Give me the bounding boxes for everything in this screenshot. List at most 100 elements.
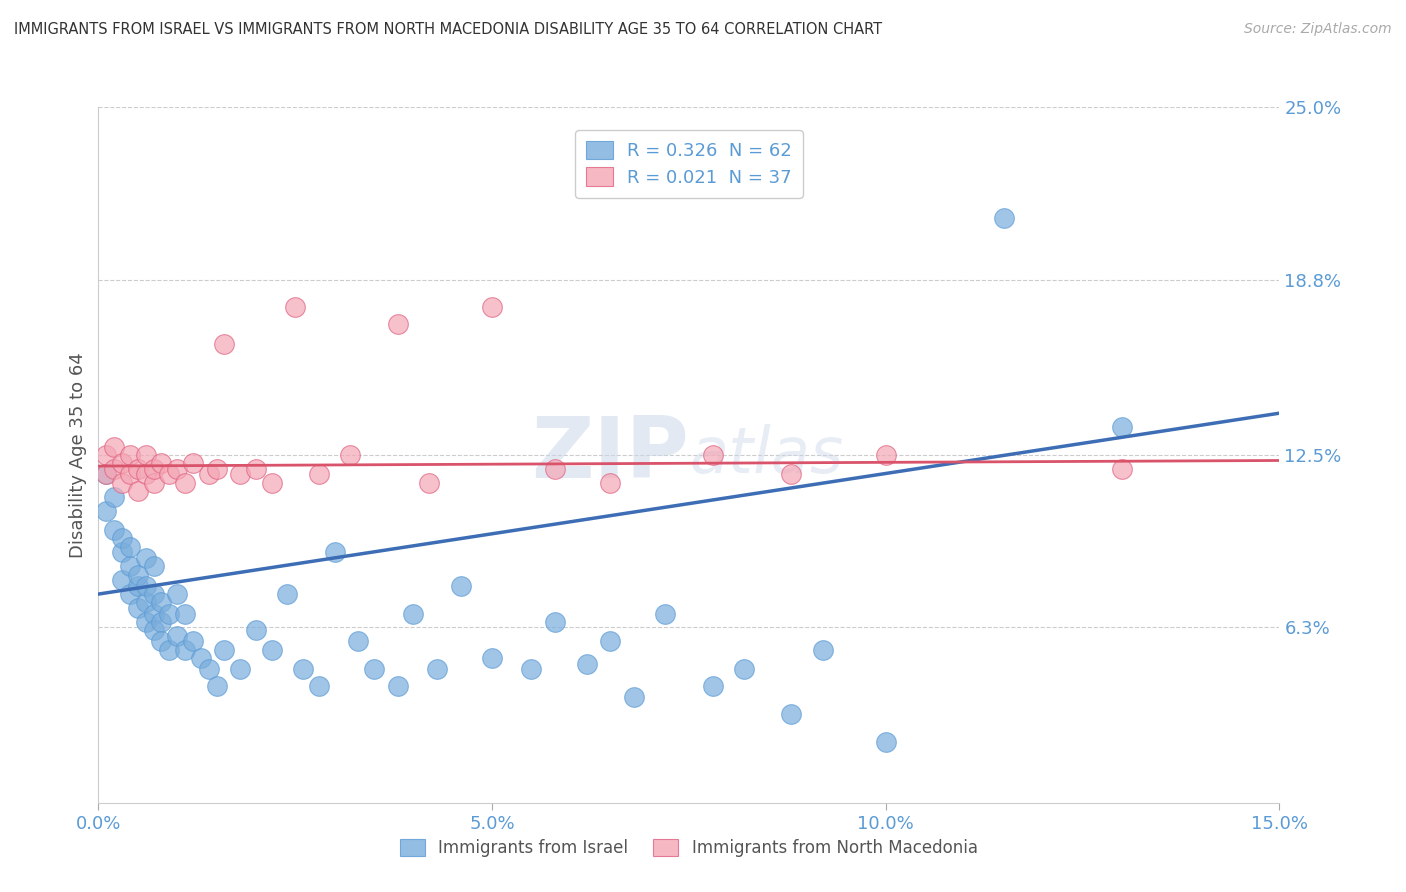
Point xyxy=(103,523,125,537)
Point xyxy=(166,629,188,643)
Point xyxy=(702,679,724,693)
Point xyxy=(135,448,157,462)
Point xyxy=(127,601,149,615)
Point xyxy=(135,467,157,482)
Point xyxy=(135,579,157,593)
Point xyxy=(197,662,219,676)
Point xyxy=(284,301,307,315)
Point xyxy=(111,573,134,587)
Point xyxy=(150,615,173,629)
Point xyxy=(654,607,676,621)
Point xyxy=(118,467,141,482)
Point xyxy=(544,462,567,476)
Point xyxy=(157,642,180,657)
Point xyxy=(118,587,141,601)
Point xyxy=(780,467,803,482)
Point xyxy=(520,662,543,676)
Point xyxy=(127,567,149,582)
Point xyxy=(599,475,621,490)
Point xyxy=(127,579,149,593)
Point xyxy=(181,634,204,648)
Point xyxy=(103,490,125,504)
Point xyxy=(623,690,645,704)
Point xyxy=(702,448,724,462)
Point xyxy=(245,624,267,638)
Text: IMMIGRANTS FROM ISRAEL VS IMMIGRANTS FROM NORTH MACEDONIA DISABILITY AGE 35 TO 6: IMMIGRANTS FROM ISRAEL VS IMMIGRANTS FRO… xyxy=(14,22,882,37)
Point xyxy=(481,301,503,315)
Text: ZIP: ZIP xyxy=(531,413,689,497)
Point xyxy=(174,607,197,621)
Point xyxy=(103,462,125,476)
Point xyxy=(142,624,165,638)
Point xyxy=(214,336,236,351)
Y-axis label: Disability Age 35 to 64: Disability Age 35 to 64 xyxy=(69,352,87,558)
Point xyxy=(387,679,409,693)
Point xyxy=(308,679,330,693)
Point xyxy=(135,595,157,609)
Point xyxy=(733,662,755,676)
Point xyxy=(276,587,298,601)
Point xyxy=(150,595,173,609)
Point xyxy=(96,448,118,462)
Point xyxy=(481,651,503,665)
Point xyxy=(190,651,212,665)
Point xyxy=(142,475,165,490)
Point xyxy=(142,607,165,621)
Point xyxy=(229,662,252,676)
Point xyxy=(111,545,134,559)
Point xyxy=(181,456,204,470)
Point xyxy=(96,467,118,482)
Point xyxy=(96,503,118,517)
Point xyxy=(575,657,598,671)
Point xyxy=(118,540,141,554)
Point xyxy=(402,607,425,621)
Point xyxy=(1111,420,1133,434)
Point xyxy=(450,579,472,593)
Point xyxy=(166,587,188,601)
Point xyxy=(174,475,197,490)
Point xyxy=(111,532,134,546)
Point xyxy=(214,642,236,657)
Point xyxy=(260,475,283,490)
Point xyxy=(142,462,165,476)
Point xyxy=(157,467,180,482)
Text: atlas: atlas xyxy=(689,424,844,486)
Point xyxy=(135,615,157,629)
Point xyxy=(135,550,157,565)
Point xyxy=(150,634,173,648)
Point xyxy=(142,559,165,574)
Point xyxy=(229,467,252,482)
Text: Source: ZipAtlas.com: Source: ZipAtlas.com xyxy=(1244,22,1392,37)
Point xyxy=(347,634,370,648)
Point xyxy=(166,462,188,476)
Point xyxy=(418,475,440,490)
Point xyxy=(875,734,897,748)
Point xyxy=(111,475,134,490)
Point xyxy=(1111,462,1133,476)
Point xyxy=(993,211,1015,226)
Point xyxy=(142,587,165,601)
Point xyxy=(205,462,228,476)
Point xyxy=(363,662,385,676)
Point xyxy=(599,634,621,648)
Point xyxy=(111,456,134,470)
Point xyxy=(118,559,141,574)
Point xyxy=(118,448,141,462)
Point xyxy=(387,317,409,331)
Point xyxy=(308,467,330,482)
Point xyxy=(103,440,125,454)
Point xyxy=(197,467,219,482)
Point xyxy=(426,662,449,676)
Point xyxy=(127,484,149,499)
Point xyxy=(260,642,283,657)
Point xyxy=(292,662,315,676)
Point xyxy=(174,642,197,657)
Legend: Immigrants from Israel, Immigrants from North Macedonia: Immigrants from Israel, Immigrants from … xyxy=(394,832,984,864)
Point xyxy=(245,462,267,476)
Point xyxy=(875,448,897,462)
Point xyxy=(323,545,346,559)
Point xyxy=(96,467,118,482)
Point xyxy=(339,448,361,462)
Point xyxy=(205,679,228,693)
Point xyxy=(780,706,803,721)
